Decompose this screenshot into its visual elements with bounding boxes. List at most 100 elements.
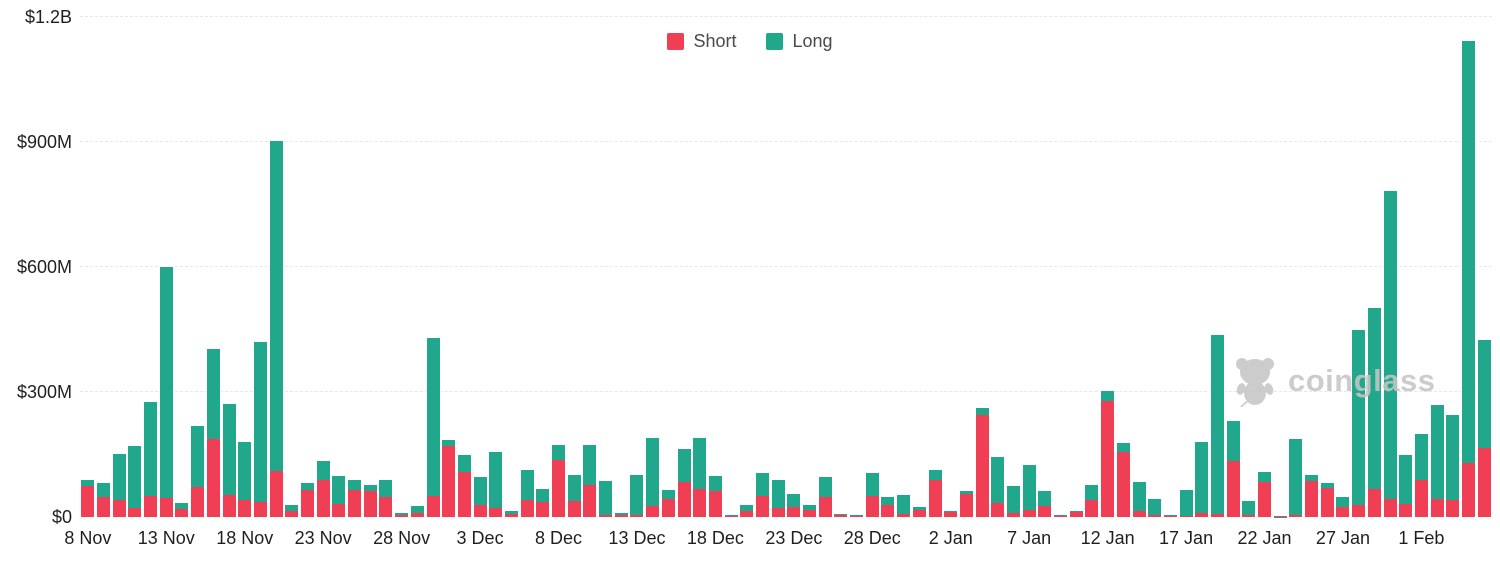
bar[interactable] [1242, 501, 1256, 517]
bar-segment-long[interactable] [865, 472, 879, 497]
bar[interactable] [1101, 391, 1115, 517]
bar-segment-short[interactable] [755, 496, 769, 517]
bar-segment-short[interactable] [97, 497, 111, 517]
bar[interactable] [285, 504, 299, 517]
bar-segment-long[interactable] [552, 445, 565, 460]
bar[interactable] [442, 439, 456, 517]
bar-segment-short[interactable] [803, 509, 817, 517]
bar-segment-long[interactable] [1116, 442, 1130, 452]
bar-segment-short[interactable] [285, 511, 299, 517]
bar-segment-short[interactable] [850, 516, 864, 517]
bar-segment-long[interactable] [803, 504, 817, 510]
bar-segment-long[interactable] [850, 515, 864, 517]
bar-segment-short[interactable] [583, 484, 597, 517]
bar-segment-long[interactable] [959, 491, 973, 494]
bar-segment-long[interactable] [159, 267, 173, 499]
bar[interactable] [159, 267, 173, 517]
bar-segment-short[interactable] [112, 499, 126, 517]
bar-segment-long[interactable] [1383, 191, 1397, 499]
bar[interactable] [975, 407, 989, 517]
bar[interactable] [708, 476, 722, 517]
bar-segment-short[interactable] [928, 479, 942, 517]
bar[interactable] [959, 491, 973, 517]
bar-segment-long[interactable] [755, 472, 769, 497]
bar-segment-long[interactable] [583, 444, 597, 485]
bar-segment-long[interactable] [614, 513, 628, 516]
bar[interactable] [332, 476, 346, 517]
bar-segment-short[interactable] [1195, 512, 1209, 517]
bar[interactable] [1054, 515, 1068, 517]
bar-segment-short[interactable] [473, 504, 487, 517]
bar[interactable] [1006, 486, 1020, 517]
bar-segment-short[interactable] [1242, 515, 1256, 517]
bar[interactable] [865, 472, 879, 517]
bar-segment-short[interactable] [1289, 515, 1303, 517]
bar-segment-long[interactable] [379, 479, 393, 497]
bar-segment-short[interactable] [1132, 511, 1146, 517]
bar[interactable] [426, 337, 440, 517]
bar-segment-long[interactable] [504, 511, 518, 514]
bar-segment-short[interactable] [1054, 516, 1068, 517]
bar-segment-short[interactable] [300, 489, 314, 517]
bar-segment-short[interactable] [144, 496, 158, 517]
bar-segment-short[interactable] [332, 504, 346, 517]
bar-segment-long[interactable] [348, 480, 362, 490]
bar-segment-long[interactable] [834, 513, 848, 515]
bar-segment-long[interactable] [881, 497, 895, 505]
bar-segment-short[interactable] [269, 471, 283, 517]
bar[interactable] [536, 488, 550, 517]
bar[interactable] [1038, 491, 1052, 517]
bar[interactable] [1273, 516, 1287, 517]
bar-segment-long[interactable] [708, 476, 722, 492]
bar-segment-short[interactable] [1116, 452, 1130, 517]
bar-segment-long[interactable] [1305, 475, 1319, 482]
bar[interactable] [1430, 404, 1444, 517]
bar-segment-long[interactable] [1195, 442, 1209, 513]
bar[interactable] [1116, 442, 1130, 517]
bar[interactable] [614, 513, 628, 517]
bar-segment-long[interactable] [991, 457, 1005, 503]
bar-segment-short[interactable] [1336, 507, 1350, 517]
bar[interactable] [348, 480, 362, 517]
bar-segment-short[interactable] [175, 508, 189, 517]
bar-segment-long[interactable] [1179, 490, 1193, 517]
bar-segment-long[interactable] [1069, 511, 1083, 512]
bar[interactable] [473, 477, 487, 517]
bar[interactable] [928, 470, 942, 517]
bar-segment-long[interactable] [599, 481, 613, 515]
bar[interactable] [630, 475, 644, 517]
bar[interactable] [1461, 41, 1475, 517]
bar[interactable] [1367, 307, 1381, 517]
bar-segment-long[interactable] [489, 452, 503, 508]
bar[interactable] [191, 426, 205, 517]
bar-segment-long[interactable] [1038, 491, 1052, 507]
bar-segment-short[interactable] [865, 496, 879, 517]
bar-segment-long[interactable] [112, 454, 126, 500]
bar-segment-long[interactable] [128, 446, 142, 508]
bar[interactable] [1477, 340, 1491, 517]
bar-segment-short[interactable] [457, 472, 471, 517]
bar-segment-long[interactable] [269, 141, 283, 472]
bar[interactable] [567, 474, 581, 517]
bar-segment-short[interactable] [897, 513, 911, 517]
bar-segment-long[interactable] [426, 337, 440, 497]
bar[interactable] [379, 479, 393, 517]
bar-segment-long[interactable] [222, 403, 236, 496]
bar[interactable] [661, 489, 675, 517]
bar-segment-short[interactable] [426, 496, 440, 517]
bar-segment-short[interactable] [159, 498, 173, 517]
bar[interactable] [489, 452, 503, 517]
bar-segment-short[interactable] [818, 497, 832, 517]
bar-segment-long[interactable] [520, 469, 534, 500]
bar[interactable] [583, 444, 597, 517]
bar-segment-long[interactable] [332, 476, 346, 505]
bar[interactable] [238, 442, 252, 517]
bar-segment-long[interactable] [740, 505, 754, 512]
bar-segment-short[interactable] [661, 498, 675, 517]
bar[interactable] [1289, 438, 1303, 517]
bar-segment-short[interactable] [1305, 481, 1319, 517]
bar[interactable] [818, 477, 832, 517]
bar-segment-long[interactable] [1399, 455, 1413, 504]
bar[interactable] [881, 497, 895, 517]
bar-segment-long[interactable] [206, 348, 220, 439]
